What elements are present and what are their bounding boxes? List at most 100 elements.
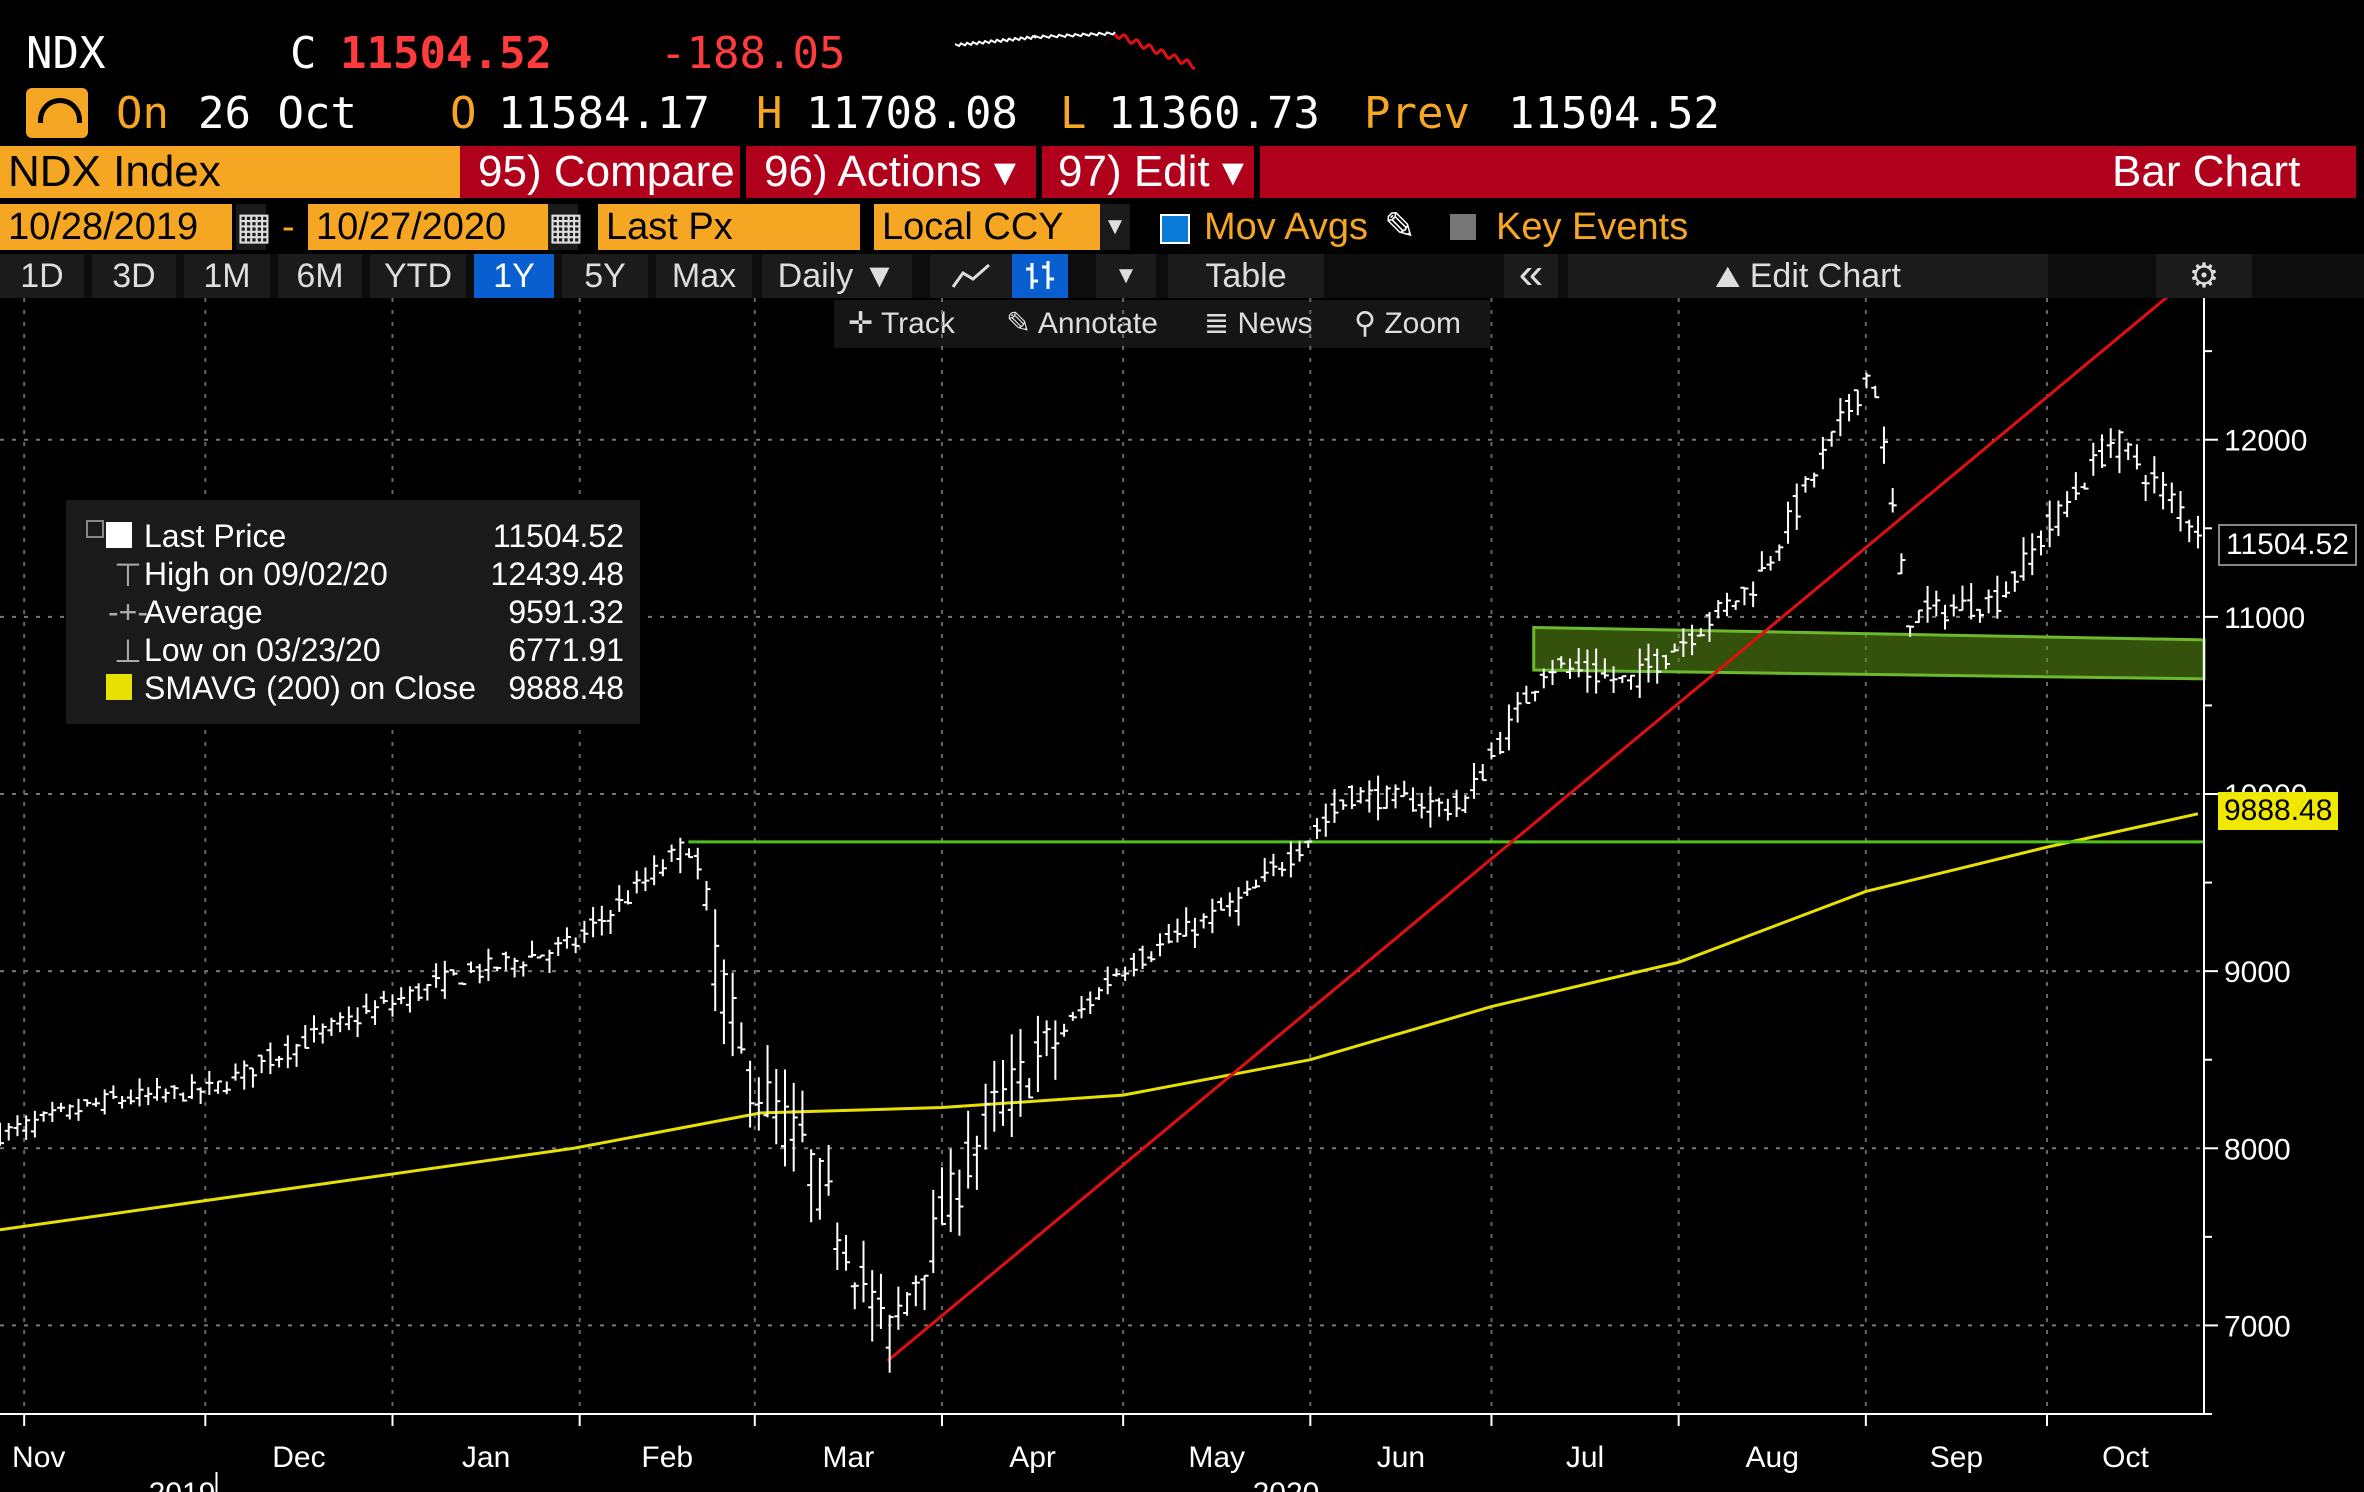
track-button[interactable]: ✛ Track <box>848 300 955 348</box>
ohlc-bar <box>1879 426 1888 464</box>
zoom-label: Zoom <box>1384 307 1462 340</box>
period-button-1y[interactable]: 1Y <box>474 254 554 298</box>
ohlc-bar <box>187 1074 196 1099</box>
ohlc-bar <box>528 940 537 958</box>
ohlc-bar <box>999 1059 1008 1126</box>
price-type-field[interactable]: Last Px <box>598 204 860 250</box>
last-price-tag: 11504.52 <box>2218 524 2357 566</box>
calendar-icon[interactable]: ▦ <box>548 204 584 250</box>
x-month-label: Jun <box>1377 1441 1425 1474</box>
ohlc-bar <box>1984 589 1993 614</box>
chart-type-dropdown-icon[interactable]: ▼ <box>1096 254 1156 298</box>
ohlc-bar <box>545 949 554 974</box>
ohlc-bar <box>1592 648 1601 694</box>
key-events-label[interactable]: Key Events <box>1496 206 1689 248</box>
price-chart[interactable]: Nov Dec Jan Feb Mar Apr May Jun Jul Aug Sep Oct 2019… <box>0 298 2364 1492</box>
ohlc-bar <box>423 983 432 1001</box>
high-label: H <box>756 88 783 139</box>
edit-button[interactable]: 97) Edit ▾ <box>1058 147 1244 196</box>
ohlc-bar <box>1600 658 1609 679</box>
period-button-6m[interactable]: 6M <box>278 254 362 298</box>
ohlc-bar <box>1356 787 1365 804</box>
security-field[interactable]: NDX Index <box>0 146 464 198</box>
menu-divider <box>740 146 746 198</box>
ohlc-bar <box>1042 1020 1051 1057</box>
ohlc-bar <box>1914 609 1923 624</box>
ohlc-bar <box>1478 764 1487 782</box>
close-value: 11504.52 <box>340 28 552 79</box>
ohlc-bar <box>702 881 711 911</box>
ohlc-bar <box>205 1071 214 1095</box>
ohlc-bar <box>597 905 606 936</box>
period-button-1m[interactable]: 1M <box>184 254 270 298</box>
ohlc-bar <box>842 1235 851 1271</box>
pencil-icon[interactable]: ✎ <box>1384 206 1416 248</box>
bar-chart-icon[interactable] <box>1012 254 1068 298</box>
currency-field[interactable]: Local CCY <box>874 204 1102 250</box>
mov-avgs-checkbox[interactable] <box>1160 214 1190 244</box>
actions-button[interactable]: 96) Actions ▾ <box>764 147 1016 196</box>
ohlc-bar <box>1234 887 1243 926</box>
ohlc-bar <box>1888 488 1897 513</box>
end-date-field[interactable]: 10/27/2020 <box>308 204 548 250</box>
open-label: O <box>450 88 477 139</box>
period-button-ytd[interactable]: YTD <box>370 254 466 298</box>
gauge-icon[interactable] <box>26 88 88 138</box>
ohlc-bar <box>1217 897 1226 911</box>
ohlc-bar <box>2106 428 2115 459</box>
start-date-field[interactable]: 10/28/2019 <box>0 204 232 250</box>
ohlc-bar <box>2141 474 2150 501</box>
mov-avgs-label[interactable]: Mov Avgs <box>1204 206 1369 248</box>
x-month-label: Aug <box>1746 1441 1799 1474</box>
edit-chart-button[interactable]: ⛰ Edit Chart <box>1568 254 2048 298</box>
ohlc-bar <box>1775 544 1784 561</box>
x-month-label: Jul <box>1566 1441 1604 1474</box>
collapse-icon[interactable]: « <box>1504 252 1558 298</box>
calendar-icon[interactable]: ▦ <box>236 204 272 250</box>
line-chart-icon[interactable] <box>930 254 1012 298</box>
legend-value: 9888.48 <box>508 670 624 706</box>
ohlc-bar <box>615 885 624 912</box>
ohlc-bar <box>466 961 475 974</box>
period-button-max[interactable]: Max <box>656 254 752 298</box>
zoom-button[interactable]: ⚲ Zoom <box>1354 300 1461 348</box>
currency-dropdown-icon[interactable]: ▼ <box>1100 204 1130 250</box>
chart-legend[interactable]: Last Price 11504.52 ⊤ High on 09/02/20 1… <box>66 500 640 724</box>
ohlc-bar <box>0 1122 4 1146</box>
annotate-pencil-icon: ✎ <box>1006 307 1032 340</box>
ohlc-bar <box>1609 666 1618 693</box>
ohlc-bar <box>1313 818 1322 839</box>
ohlc-bar <box>2185 519 2194 543</box>
ohlc-bar <box>990 1060 999 1132</box>
ohlc-bar <box>1705 612 1714 642</box>
x-month-label: Feb <box>641 1441 693 1474</box>
ohlc-bar <box>1295 840 1304 862</box>
x-month-label: Dec <box>272 1441 325 1474</box>
news-button[interactable]: ≣ News <box>1204 300 1313 348</box>
period-button-1d[interactable]: 1D <box>0 254 84 298</box>
compare-button[interactable]: 95) Compare <box>478 147 735 196</box>
ohlc-bar <box>641 867 650 892</box>
frequency-dropdown[interactable]: Daily ▼ <box>762 254 912 298</box>
ohlc-bar <box>1408 787 1417 812</box>
ohlc-bar <box>2036 530 2045 556</box>
sma-price-tag: 9888.48 <box>2218 792 2339 830</box>
table-button[interactable]: Table <box>1168 254 1324 298</box>
key-events-checkbox[interactable] <box>1450 214 1476 240</box>
period-button-5y[interactable]: 5Y <box>562 254 648 298</box>
annotate-button[interactable]: ✎ Annotate <box>1006 300 1158 348</box>
legend-swatch-yellow <box>106 674 132 700</box>
ohlc-bar <box>22 1115 31 1140</box>
x-year-label: 2019 <box>149 1477 216 1492</box>
ohlc-bar <box>266 1042 275 1075</box>
settings-gear-icon[interactable]: ⚙ <box>2156 254 2252 298</box>
y-tick-label: 12000 <box>2224 425 2307 458</box>
ohlc-bar <box>248 1067 257 1088</box>
ohlc-bar <box>414 983 423 1002</box>
period-button-3d[interactable]: 3D <box>92 254 176 298</box>
ohlc-bar <box>1121 966 1130 981</box>
ohlc-bar <box>676 837 685 874</box>
ohlc-bar <box>292 1043 301 1067</box>
collapse-box-icon[interactable] <box>86 520 104 538</box>
ohlc-bar <box>240 1060 249 1090</box>
